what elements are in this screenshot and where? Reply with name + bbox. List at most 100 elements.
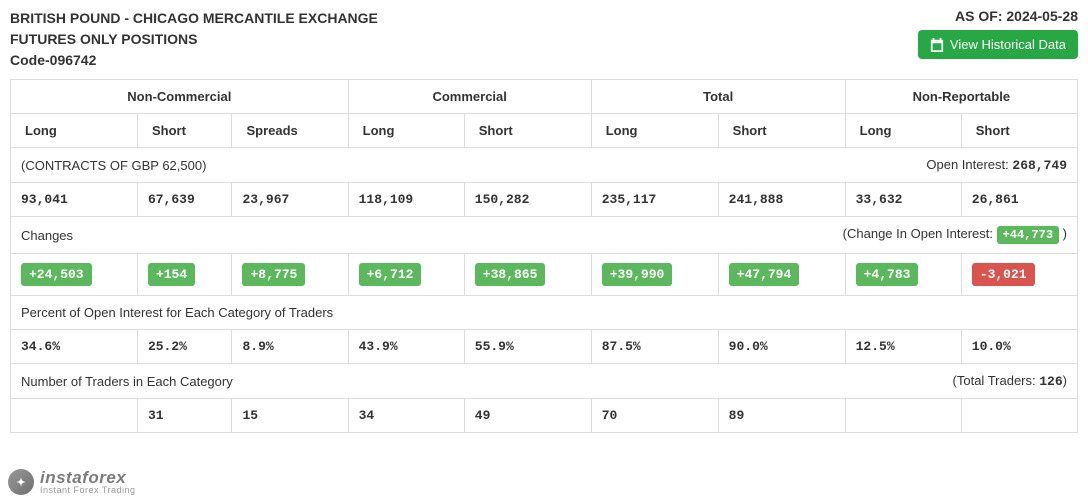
change-cell: +4,783 <box>845 254 961 296</box>
change-cell: +154 <box>137 254 232 296</box>
col-nc-spreads: Spreads <box>232 114 348 148</box>
change-badge: +38,865 <box>475 263 546 286</box>
change-cell: +39,990 <box>591 254 718 296</box>
trader-cell: 70 <box>591 399 718 433</box>
total-traders-label: (Total Traders: <box>953 373 1036 388</box>
pos-cell: 93,041 <box>11 183 138 217</box>
pos-cell: 33,632 <box>845 183 961 217</box>
title-line-3: Code-096742 <box>10 50 378 71</box>
watermark-main: instaforex <box>40 469 136 486</box>
trader-cell: 89 <box>718 399 845 433</box>
contracts-row: (CONTRACTS OF GBP 62,500) Open Interest:… <box>11 148 1078 183</box>
header-right-block: AS OF: 2024-05-28 View Historical Data <box>918 8 1078 59</box>
trader-cell: 31 <box>137 399 232 433</box>
percent-label: Percent of Open Interest for Each Catego… <box>11 296 1078 330</box>
contracts-label: (CONTRACTS OF GBP 62,500) <box>21 158 206 173</box>
traders-label: Number of Traders in Each Category <box>21 374 233 389</box>
open-interest-label: Open Interest: <box>926 157 1008 172</box>
change-cell: +8,775 <box>232 254 348 296</box>
col-nc-long: Long <box>11 114 138 148</box>
change-badge: +8,775 <box>242 263 305 286</box>
col-nr-short: Short <box>961 114 1077 148</box>
changes-row: +24,503 +154 +8,775 +6,712 +38,865 +39,9… <box>11 254 1078 296</box>
header-title-block: BRITISH POUND - CHICAGO MERCANTILE EXCHA… <box>10 8 378 71</box>
view-historical-label: View Historical Data <box>950 37 1066 52</box>
pct-cell: 8.9% <box>232 330 348 364</box>
col-c-short: Short <box>464 114 591 148</box>
group-header-row: Non-Commercial Commercial Total Non-Repo… <box>11 80 1078 114</box>
changes-label: Changes <box>21 228 73 243</box>
title-line-2: FUTURES ONLY POSITIONS <box>10 29 378 50</box>
pct-cell: 12.5% <box>845 330 961 364</box>
pos-cell: 235,117 <box>591 183 718 217</box>
pct-cell: 10.0% <box>961 330 1077 364</box>
change-badge: +39,990 <box>602 263 673 286</box>
change-badge: +4,783 <box>856 263 919 286</box>
col-t-short: Short <box>718 114 845 148</box>
pct-cell: 87.5% <box>591 330 718 364</box>
pos-cell: 150,282 <box>464 183 591 217</box>
pos-cell: 118,109 <box>348 183 464 217</box>
percent-row: 34.6% 25.2% 8.9% 43.9% 55.9% 87.5% 90.0%… <box>11 330 1078 364</box>
col-nr-long: Long <box>845 114 961 148</box>
trader-cell <box>845 399 961 433</box>
pct-cell: 90.0% <box>718 330 845 364</box>
change-oi-block: (Change In Open Interest: +44,773 ) <box>843 226 1067 244</box>
trader-cell <box>11 399 138 433</box>
change-cell: +24,503 <box>11 254 138 296</box>
change-cell: +38,865 <box>464 254 591 296</box>
watermark-text: instaforex Instant Forex Trading <box>40 469 136 495</box>
pos-cell: 241,888 <box>718 183 845 217</box>
change-oi-label: (Change In Open Interest: <box>843 226 993 241</box>
globe-icon: ✦ <box>8 469 34 495</box>
positions-row: 93,041 67,639 23,967 118,109 150,282 235… <box>11 183 1078 217</box>
group-total: Total <box>591 80 845 114</box>
col-c-long: Long <box>348 114 464 148</box>
trader-cell: 15 <box>232 399 348 433</box>
watermark-sub: Instant Forex Trading <box>40 486 136 495</box>
col-nc-short: Short <box>137 114 232 148</box>
traders-header-row: Number of Traders in Each Category (Tota… <box>11 364 1078 399</box>
change-badge: -3,021 <box>972 263 1035 286</box>
header-bar: BRITISH POUND - CHICAGO MERCANTILE EXCHA… <box>10 8 1078 71</box>
pct-cell: 55.9% <box>464 330 591 364</box>
pos-cell: 67,639 <box>137 183 232 217</box>
col-t-long: Long <box>591 114 718 148</box>
view-historical-button[interactable]: View Historical Data <box>918 30 1078 59</box>
title-line-1: BRITISH POUND - CHICAGO MERCANTILE EXCHA… <box>10 8 378 29</box>
column-header-row: Long Short Spreads Long Short Long Short… <box>11 114 1078 148</box>
trader-cell: 34 <box>348 399 464 433</box>
trader-cell <box>961 399 1077 433</box>
change-badge: +154 <box>148 263 195 286</box>
pct-cell: 25.2% <box>137 330 232 364</box>
group-commercial: Commercial <box>348 80 591 114</box>
pos-cell: 26,861 <box>961 183 1077 217</box>
change-oi-close: ) <box>1063 226 1067 241</box>
percent-header-row: Percent of Open Interest for Each Catego… <box>11 296 1078 330</box>
group-non-commercial: Non-Commercial <box>11 80 349 114</box>
total-traders-close: ) <box>1063 373 1067 388</box>
change-cell: +6,712 <box>348 254 464 296</box>
change-cell: +47,794 <box>718 254 845 296</box>
pct-cell: 34.6% <box>11 330 138 364</box>
traders-row: 31 15 34 49 70 89 <box>11 399 1078 433</box>
change-badge: +6,712 <box>359 263 422 286</box>
changes-header-row: Changes (Change In Open Interest: +44,77… <box>11 217 1078 254</box>
trader-cell: 49 <box>464 399 591 433</box>
change-badge: +24,503 <box>21 263 92 286</box>
change-cell: -3,021 <box>961 254 1077 296</box>
open-interest-value: 268,749 <box>1012 158 1067 173</box>
watermark: ✦ instaforex Instant Forex Trading <box>8 469 136 495</box>
report-container: BRITISH POUND - CHICAGO MERCANTILE EXCHA… <box>0 0 1088 501</box>
open-interest-block: Open Interest: 268,749 <box>926 157 1067 173</box>
positions-table: Non-Commercial Commercial Total Non-Repo… <box>10 79 1078 433</box>
change-oi-badge: +44,773 <box>997 226 1059 244</box>
calendar-icon <box>930 38 944 52</box>
total-traders-block: (Total Traders: 126) <box>953 373 1067 389</box>
pct-cell: 43.9% <box>348 330 464 364</box>
change-badge: +47,794 <box>729 263 800 286</box>
pos-cell: 23,967 <box>232 183 348 217</box>
as-of-date: AS OF: 2024-05-28 <box>918 8 1078 24</box>
total-traders-value: 126 <box>1039 374 1062 389</box>
group-non-reportable: Non-Reportable <box>845 80 1077 114</box>
